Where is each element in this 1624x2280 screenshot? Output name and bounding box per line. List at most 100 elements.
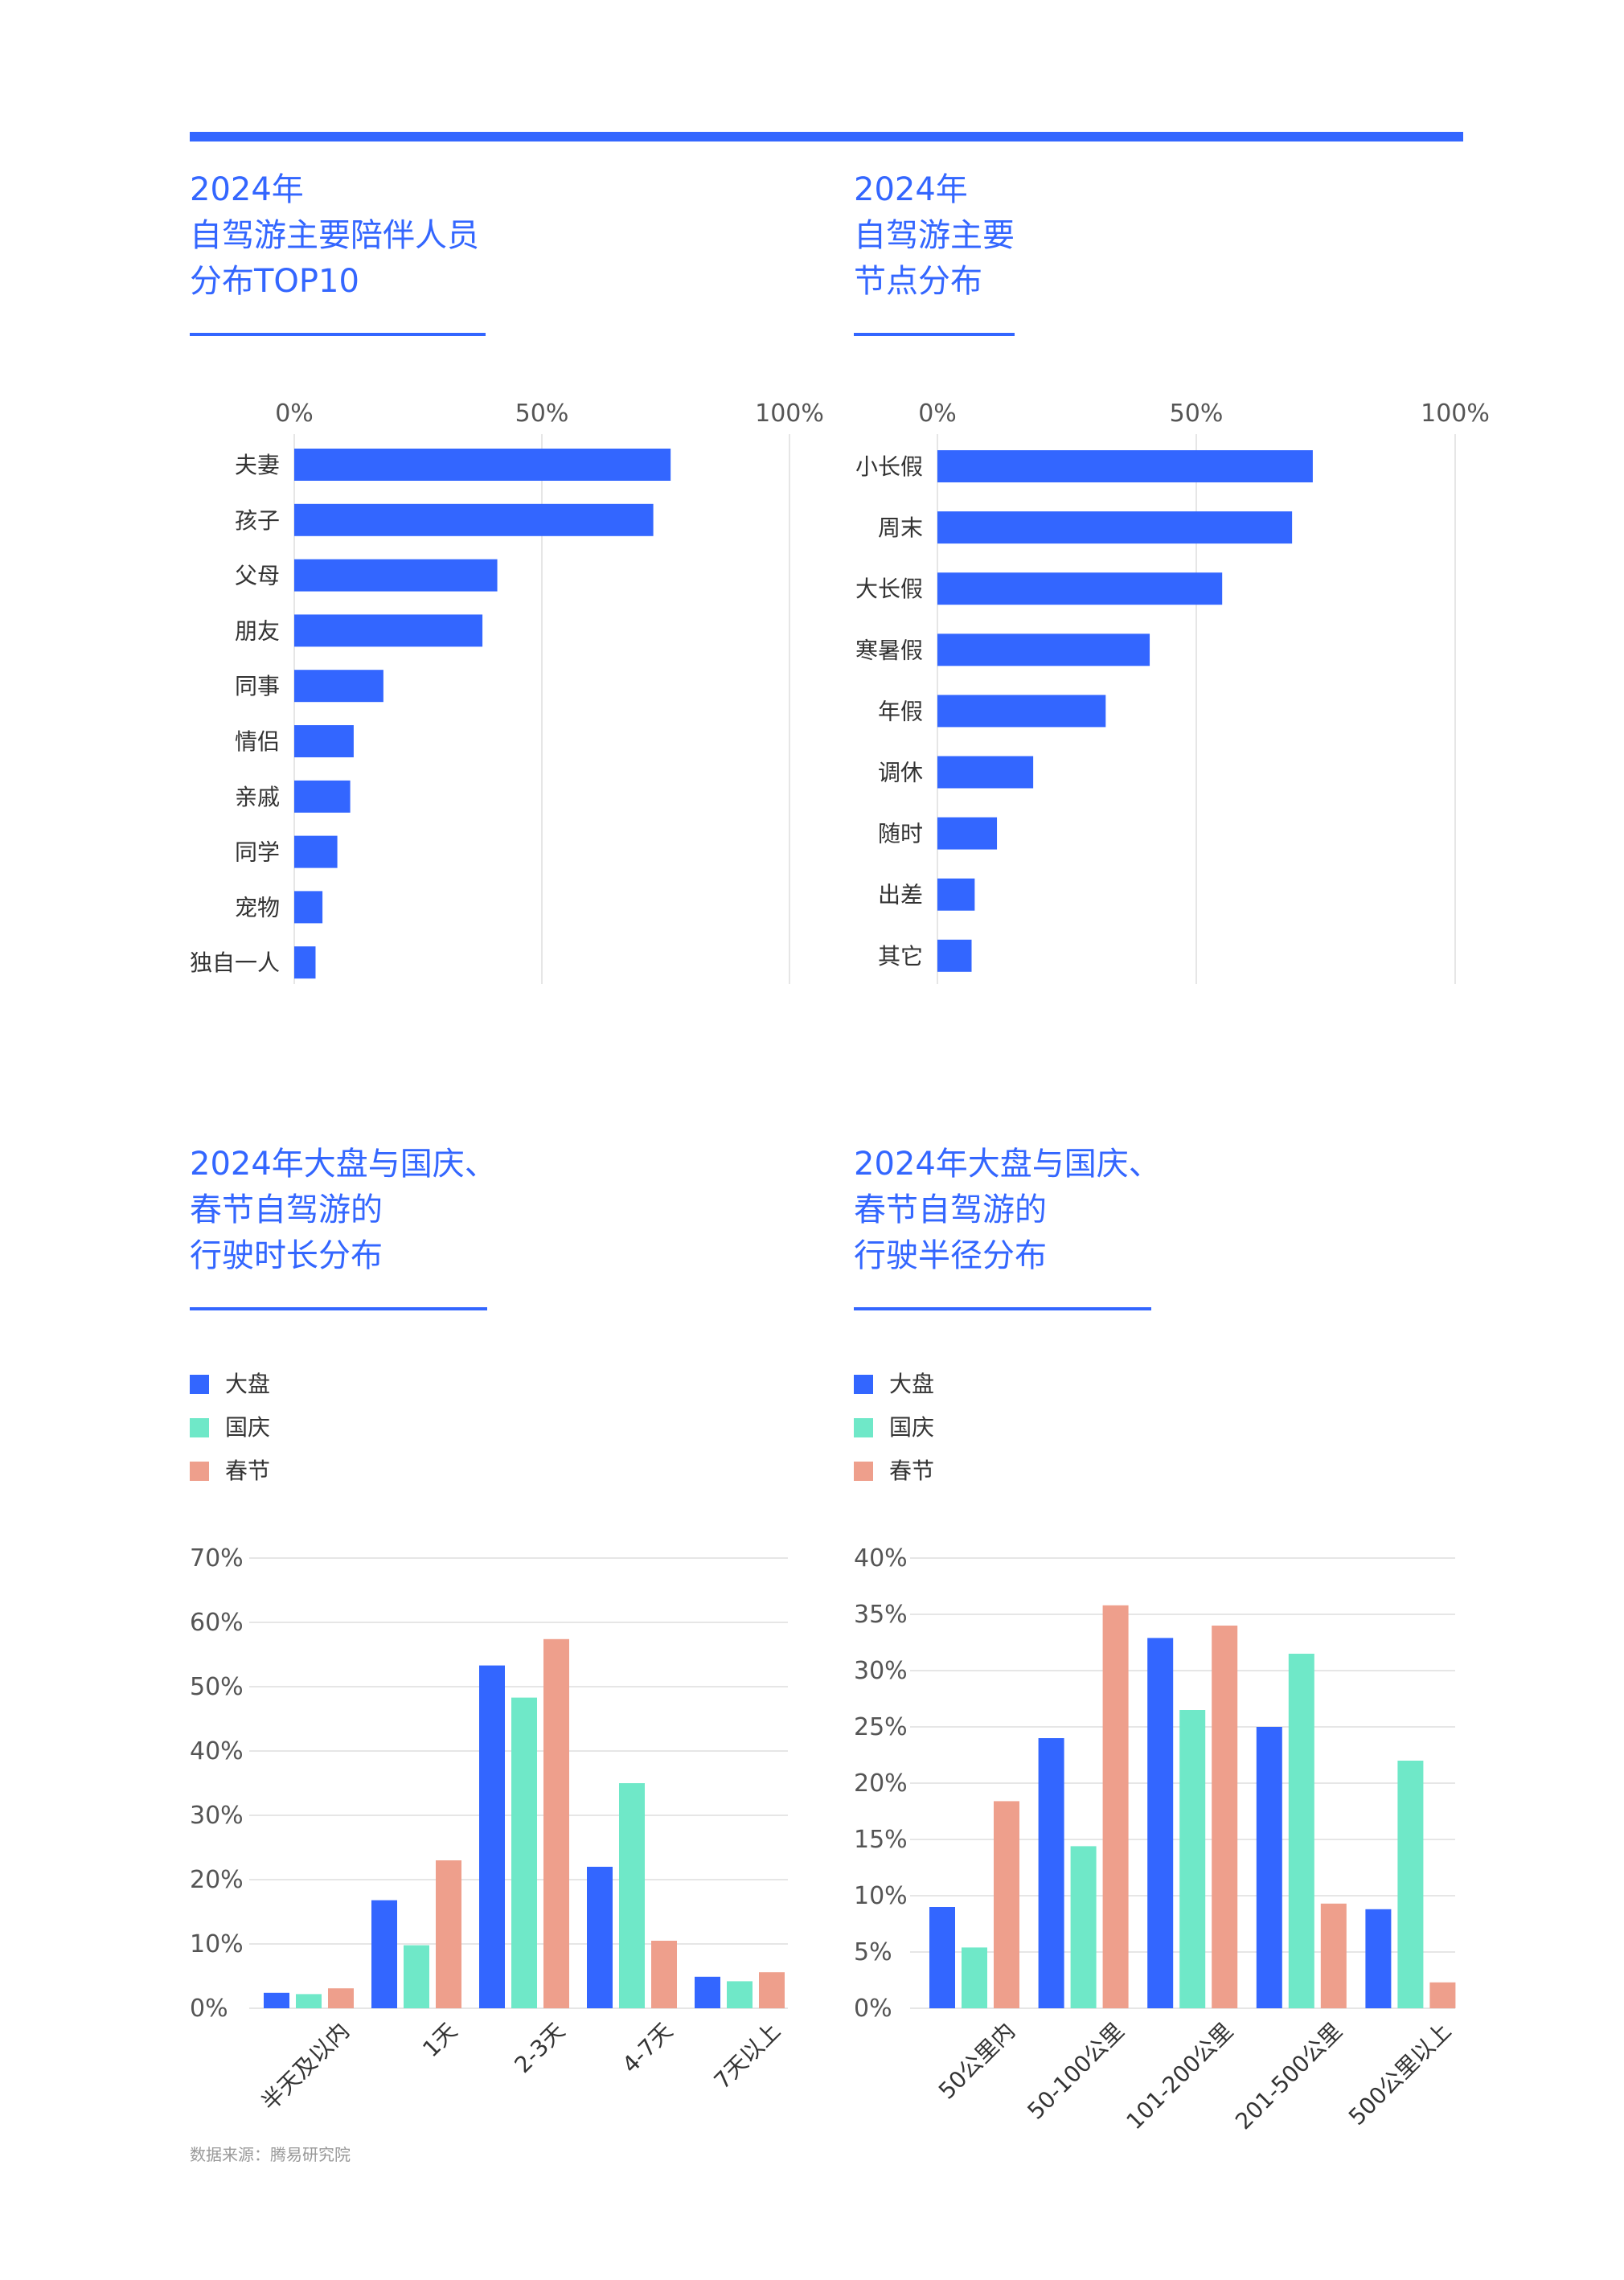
chart1-category-label: 独自一人 bbox=[190, 949, 280, 976]
chart4-bar bbox=[1397, 1761, 1424, 2008]
chart3-category-label: 7天以上 bbox=[709, 2018, 785, 2094]
chart4-bar bbox=[1256, 1727, 1282, 2008]
chart3-bar bbox=[587, 1867, 613, 2008]
chart1-bar bbox=[294, 725, 354, 757]
chart3-legend-label: 国庆 bbox=[225, 1414, 270, 1441]
chart3-bar bbox=[264, 1992, 289, 2008]
chart2-category-label: 调休 bbox=[878, 760, 923, 786]
chart4-legend-swatch bbox=[854, 1462, 873, 1481]
chart3-legend-label: 春节 bbox=[225, 1458, 270, 1484]
chart1-category-label: 同学 bbox=[235, 839, 280, 866]
chart3-bar bbox=[404, 1945, 429, 2008]
chart3-bar bbox=[511, 1697, 537, 2008]
chart2-bar bbox=[937, 939, 972, 972]
chart4-y-tick-label: 20% bbox=[854, 1769, 908, 1798]
chart3-title: 2024年大盘与国庆、 春节自驾游的 行驶时长分布 bbox=[190, 1142, 497, 1279]
chart3-y-tick-label: 10% bbox=[190, 1930, 244, 1958]
chart2-bar bbox=[937, 634, 1150, 666]
data-source-note: 数据来源：腾易研究院 bbox=[190, 2145, 351, 2164]
chart3-bar bbox=[651, 1941, 677, 2008]
chart1-title-line3: 分布TOP10 bbox=[190, 263, 359, 300]
chart3-title-line3: 行驶时长分布 bbox=[190, 1237, 383, 1274]
chart2-bar bbox=[937, 511, 1293, 544]
chart1-title-line2: 自驾游主要陪伴人员 bbox=[190, 217, 479, 254]
chart1-bar bbox=[294, 891, 323, 924]
chart4-bar bbox=[962, 1947, 987, 2008]
chart1-category-label: 朋友 bbox=[235, 617, 280, 644]
chart2-title-underline bbox=[854, 333, 1015, 336]
chart3-title-line1: 2024年大盘与国庆、 bbox=[190, 1146, 497, 1183]
chart1-title-underline bbox=[190, 333, 486, 336]
chart1-bar bbox=[294, 670, 383, 703]
chart4-y-tick-label: 25% bbox=[854, 1713, 908, 1741]
chart4-bar bbox=[1429, 1982, 1456, 2008]
chart4-category-label: 201-500公里 bbox=[1230, 2018, 1347, 2135]
chart4-y-tick-label: 35% bbox=[854, 1601, 908, 1629]
chart1-title-line1: 2024年 bbox=[190, 171, 304, 208]
chart2-category-label: 大长假 bbox=[855, 576, 923, 602]
chart4-bar bbox=[1320, 1903, 1347, 2008]
chart4-title-line1: 2024年大盘与国庆、 bbox=[854, 1146, 1161, 1183]
chart1-category-label: 夫妻 bbox=[235, 452, 280, 478]
chart4-bar bbox=[1179, 1710, 1206, 2008]
chart3-bar bbox=[479, 1665, 505, 2008]
chart1-category-label: 同事 bbox=[235, 673, 280, 699]
chart4-category-label: 50公里内 bbox=[933, 2018, 1020, 2105]
chart4-legend-label: 国庆 bbox=[889, 1414, 934, 1441]
chart2-category-label: 小长假 bbox=[855, 453, 923, 480]
chart1-bar bbox=[294, 614, 483, 647]
chart3-bar bbox=[296, 1994, 322, 2008]
chart4-bar bbox=[1070, 1846, 1097, 2008]
chart2-bar bbox=[937, 878, 975, 911]
chart4-bar bbox=[1212, 1626, 1238, 2008]
chart4-y-tick-label: 10% bbox=[854, 1882, 908, 1910]
chart4-y-tick-label: 5% bbox=[854, 1938, 892, 1966]
chart2-title: 2024年 自驾游主要 节点分布 bbox=[854, 167, 1015, 305]
chart1-category-label: 父母 bbox=[235, 563, 280, 589]
chart2-x-tick-label: 100% bbox=[1421, 400, 1490, 428]
chart4-legend-label: 春节 bbox=[889, 1458, 934, 1484]
chart1-bar bbox=[294, 946, 316, 979]
chart4-bar bbox=[929, 1907, 955, 2008]
chart3-category-label: 1天 bbox=[417, 2018, 462, 2063]
chart3-category-label: 4-7天 bbox=[617, 2018, 677, 2078]
chart3-y-tick-label: 60% bbox=[190, 1609, 244, 1637]
chart4-bar bbox=[1147, 1638, 1174, 2008]
chart3-legend-swatch bbox=[190, 1418, 209, 1437]
chart4-y-tick-label: 0% bbox=[854, 1995, 892, 2023]
chart1-x-tick-label: 50% bbox=[515, 400, 569, 428]
chart2-bar bbox=[937, 756, 1034, 789]
chart4-title: 2024年大盘与国庆、 春节自驾游的 行驶半径分布 bbox=[854, 1142, 1161, 1279]
chart3-y-tick-label: 30% bbox=[190, 1802, 244, 1830]
chart3-bar bbox=[727, 1981, 753, 2008]
chart1-category-label: 宠物 bbox=[235, 894, 280, 921]
chart4-legend-swatch bbox=[854, 1418, 873, 1437]
chart4-title-underline bbox=[854, 1307, 1151, 1310]
chart1-bar bbox=[294, 835, 338, 868]
chart4-legend-label: 大盘 bbox=[889, 1371, 934, 1397]
chart3-legend-swatch bbox=[190, 1375, 209, 1394]
chart2-bar bbox=[937, 450, 1313, 482]
chart2-category-label: 其它 bbox=[878, 943, 923, 970]
chart4-category-label: 500公里以上 bbox=[1343, 2018, 1456, 2130]
chart1-bar bbox=[294, 559, 498, 592]
chart1-category-label: 亲戚 bbox=[235, 784, 280, 810]
chart3-y-tick-label: 40% bbox=[190, 1737, 244, 1765]
chart2-category-label: 寒暑假 bbox=[855, 637, 923, 663]
chart3-bar bbox=[328, 1988, 354, 2008]
chart1-x-tick-label: 0% bbox=[275, 400, 314, 428]
chart3-legend-swatch bbox=[190, 1462, 209, 1481]
chart4-title-line3: 行驶半径分布 bbox=[854, 1237, 1047, 1274]
chart3-title-underline bbox=[190, 1307, 487, 1310]
chart3-bar bbox=[543, 1638, 569, 2008]
chart3-y-tick-label: 20% bbox=[190, 1866, 244, 1894]
chart1-title: 2024年 自驾游主要陪伴人员 分布TOP10 bbox=[190, 167, 479, 305]
chart4-bar bbox=[1288, 1654, 1314, 2008]
chart2-category-label: 出差 bbox=[878, 882, 923, 908]
chart1-category-label: 孩子 bbox=[235, 507, 280, 534]
chart4-bar bbox=[1365, 1909, 1392, 2008]
chart3-bar bbox=[759, 1972, 785, 2008]
chart4-title-line2: 春节自驾游的 bbox=[854, 1191, 1047, 1228]
chart2-title-line1: 2024年 bbox=[854, 171, 968, 208]
chart4-bar bbox=[1102, 1605, 1129, 2008]
